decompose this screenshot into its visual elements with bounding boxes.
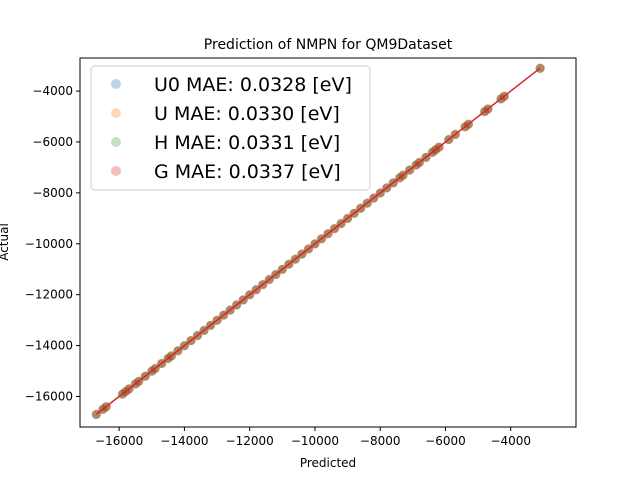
y-tick-label-3: −10000 xyxy=(25,237,73,251)
legend-label-3: G MAE: 0.0337 [eV] xyxy=(154,161,341,183)
legend-marker-0 xyxy=(111,79,121,89)
y-tick-label-4: −8000 xyxy=(32,186,73,200)
legend-label-0: U0 MAE: 0.0328 [eV] xyxy=(154,74,352,96)
legend-box xyxy=(90,65,371,191)
legend-marker-3 xyxy=(111,166,121,176)
y-tick-label-5: −6000 xyxy=(32,135,73,149)
x-tick-label-0: −16000 xyxy=(95,434,143,448)
y-tick-label-6: −4000 xyxy=(32,84,73,98)
y-tick-label-2: −12000 xyxy=(25,288,73,302)
plot-frame xyxy=(79,57,577,428)
scatter-point-series-3-65 xyxy=(535,63,545,73)
x-tick-label-3: −10000 xyxy=(291,434,339,448)
y-tick-label-1: −14000 xyxy=(25,339,73,353)
y-axis-label: Actual xyxy=(0,223,11,261)
plot-area xyxy=(91,63,546,420)
x-tick-label-4: −8000 xyxy=(360,434,401,448)
x-tick-label-5: −6000 xyxy=(425,434,466,448)
legend: U0 MAE: 0.0328 [eV] U MAE: 0.0330 [eV] H M… xyxy=(90,65,371,191)
legend-marker-2 xyxy=(111,137,121,147)
x-tick-label-2: −12000 xyxy=(226,434,274,448)
fit-line xyxy=(95,67,541,415)
x-axis-label: Predicted xyxy=(300,456,356,470)
legend-marker-1 xyxy=(111,108,121,118)
fit-line-layer xyxy=(95,67,541,415)
x-axis-ticks: −16000 −14000 −12000 −10000 −8000 −6000 −4000 xyxy=(95,427,531,448)
legend-label-2: H MAE: 0.0331 [eV] xyxy=(154,132,340,154)
legend-label-1: U MAE: 0.0330 [eV] xyxy=(154,103,340,125)
y-axis-ticks: −16000 −14000 −12000 −10000 −8000 −6000 −4000 xyxy=(25,84,80,403)
x-tick-label-1: −14000 xyxy=(160,434,208,448)
y-tick-label-0: −16000 xyxy=(25,389,73,403)
x-tick-label-6: −4000 xyxy=(490,434,531,448)
chart-title: Prediction of NMPN for QM9Dataset xyxy=(204,37,453,53)
